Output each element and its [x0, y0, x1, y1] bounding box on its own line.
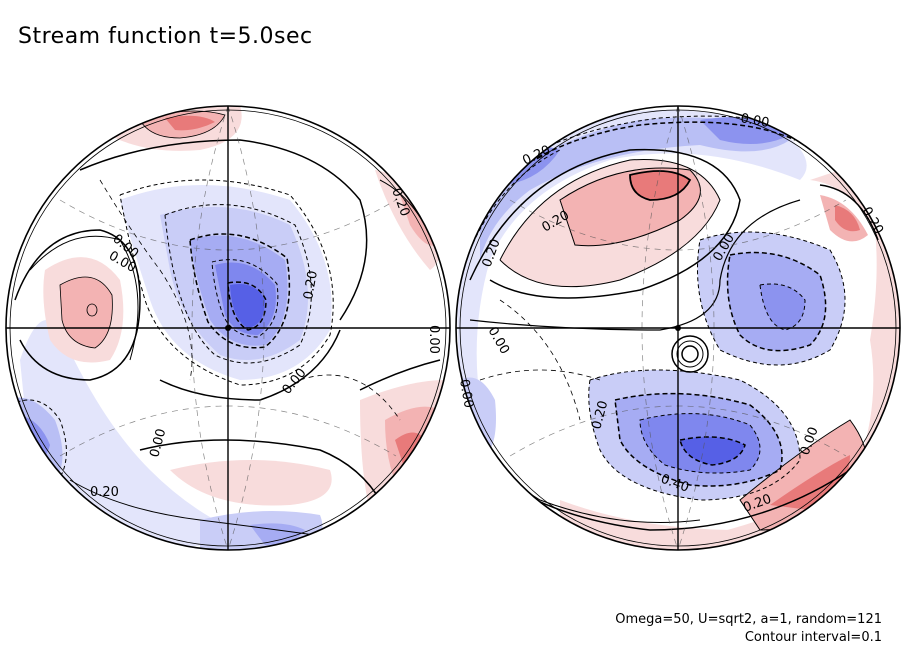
contour-label: 0.00 — [456, 378, 476, 409]
parameters-caption: Omega=50, U=sqrt2, a=1, random=121 — [615, 612, 882, 627]
contour-label: 0.20 — [301, 270, 321, 301]
contour-label: 0.00 — [739, 111, 770, 131]
contour-interval-caption: Contour interval=0.1 — [744, 630, 882, 645]
contour-label: 0.00 — [147, 427, 169, 459]
page-title: Stream function t=5.0sec — [18, 24, 313, 49]
contour-label: 0.20 — [90, 485, 119, 500]
contour-label: 0.00 — [426, 325, 441, 354]
contour-label: 0.20 — [589, 399, 611, 431]
